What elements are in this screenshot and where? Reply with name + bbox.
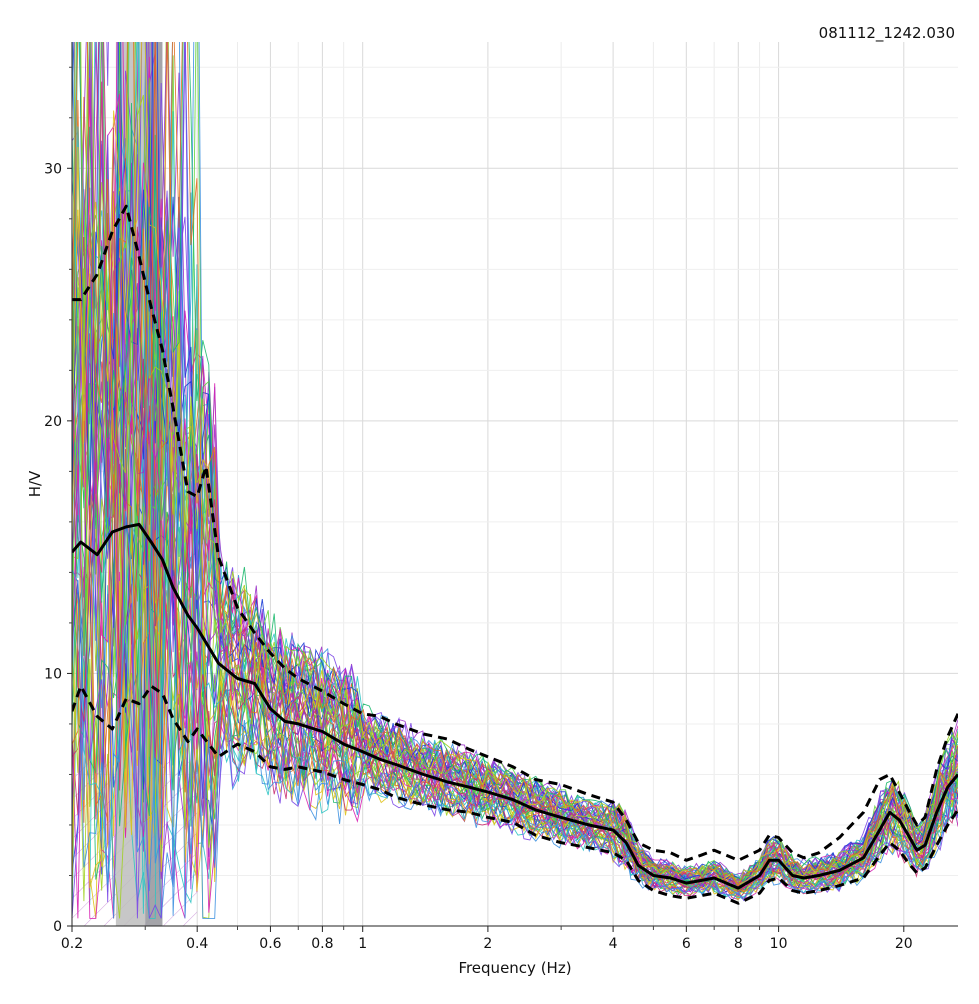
y-tick-label: 10: [44, 666, 62, 682]
x-tick-label: 4: [609, 936, 618, 952]
statistic-curves: [72, 204, 958, 905]
x-axis-title: Frequency (Hz): [458, 959, 571, 977]
x-tick-label: 0.8: [311, 936, 333, 952]
window-curve: [72, 77, 958, 893]
x-tick-label: 8: [734, 936, 743, 952]
x-tick-label: 1: [358, 936, 367, 952]
y-tick-label: 20: [44, 414, 62, 430]
window-curve: [72, 268, 958, 893]
measurement-id: 081112_1242.030: [819, 24, 955, 43]
mean-curve: [72, 522, 958, 890]
x-tick-label: 0.4: [186, 936, 208, 952]
x-tick-label: 20: [895, 936, 913, 952]
x-tick-label: 10: [770, 936, 788, 952]
y-axis-title: H/V: [26, 470, 44, 497]
window-curve: [72, 42, 958, 891]
axes: [71, 42, 958, 927]
y-tick-label: 0: [53, 919, 62, 935]
grid: [71, 42, 958, 927]
window-curve: [72, 267, 958, 916]
x-tick-label: 2: [483, 936, 492, 952]
window-curves: [72, 42, 958, 919]
x-tick-label: 0.2: [61, 936, 83, 952]
window-curve: [72, 42, 958, 887]
y-tick-label: 30: [44, 161, 62, 177]
x-tick-label: 6: [682, 936, 691, 952]
x-tick-label: 0.6: [259, 936, 281, 952]
upper-std-curve: [72, 204, 958, 862]
lower-std-curve: [72, 684, 958, 905]
window-curve: [72, 209, 958, 919]
x-tick-labels: 0.2 0.4 0.6 0.8 1 2 4 6 8 10 20: [61, 926, 913, 952]
y-tick-labels: 0 10 20 30: [44, 66, 72, 935]
